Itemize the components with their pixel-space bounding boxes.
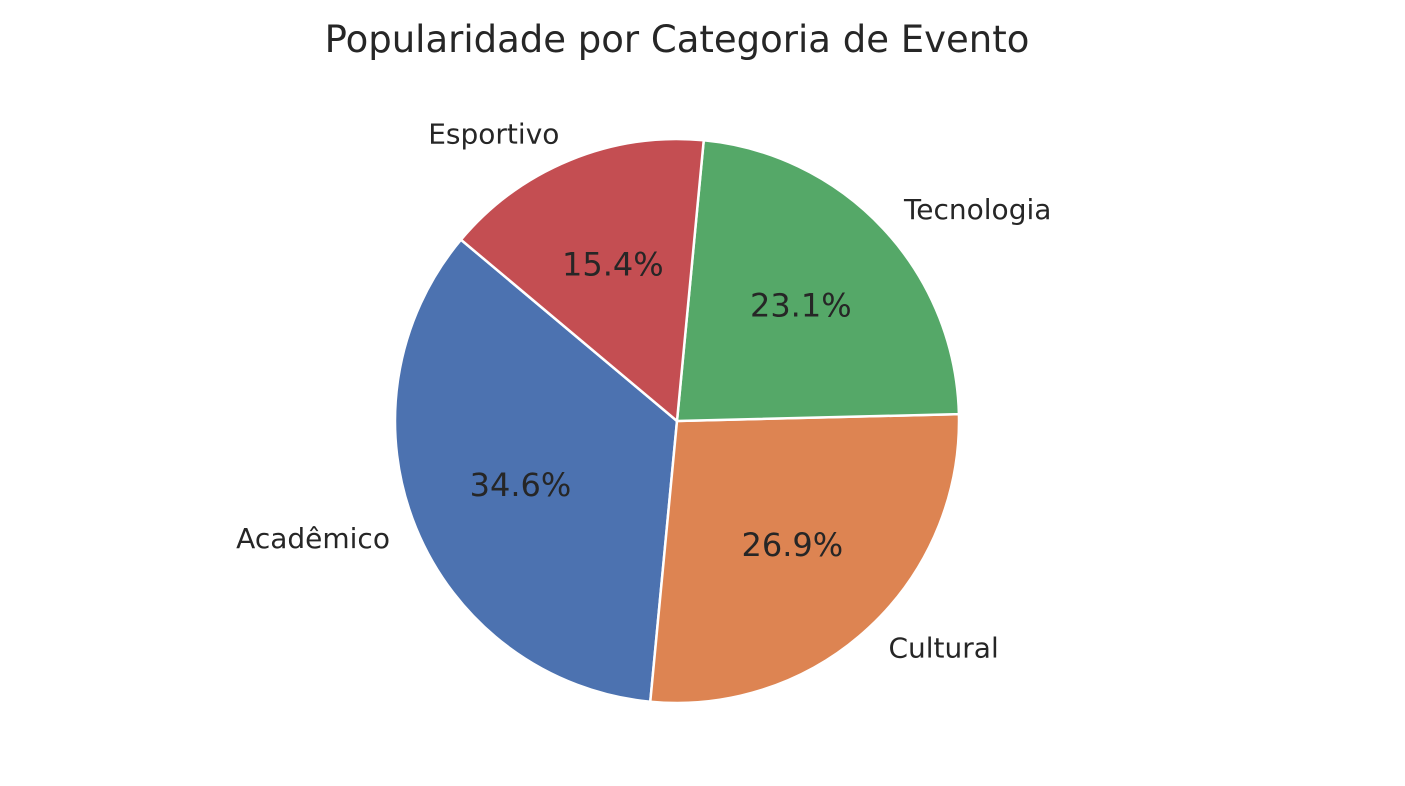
- pie-labels: Acadêmico 34.6% Cultural 26.9% Tecnologia 23.…: [236, 117, 1051, 664]
- slice-label-esportivo: Esportivo: [428, 117, 559, 150]
- slice-percent-cultural: 26.9%: [742, 526, 844, 564]
- slice-label-cultural: Cultural: [888, 631, 998, 664]
- slice-percent-esportivo: 15.4%: [562, 245, 664, 283]
- pie-slice-tecnologia: [675, 139, 961, 423]
- slice-label-tecnologia: Tecnologia: [903, 193, 1051, 226]
- pie-slice-esportivo: [459, 137, 705, 423]
- pie-slices: [393, 137, 961, 705]
- slice-percent-tecnologia: 23.1%: [750, 287, 852, 325]
- pie-slice-academico: [393, 238, 679, 703]
- pie-slice-cultural: [649, 412, 961, 705]
- chart-title: Popularidade por Categoria de Evento: [325, 18, 1030, 61]
- slice-label-academico: Acadêmico: [236, 522, 390, 555]
- slice-percent-academico: 34.6%: [470, 466, 572, 504]
